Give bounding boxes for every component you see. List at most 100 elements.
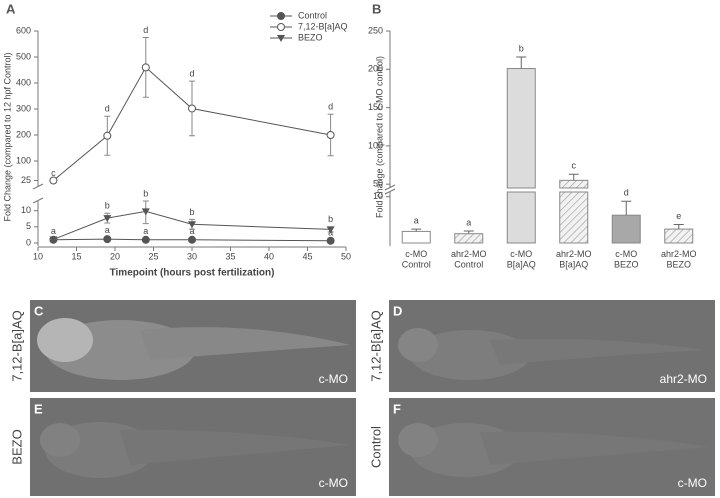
bar: [664, 228, 694, 244]
bar: [611, 214, 641, 244]
marker: [141, 208, 150, 216]
x-tick-label: c-MO BEZO: [614, 249, 639, 269]
bar: [559, 179, 589, 189]
y-tick-label: 100: [368, 140, 383, 150]
significance-letter: a: [105, 225, 110, 235]
legend-marker: [277, 35, 285, 42]
x-tick-label: 50: [341, 251, 351, 261]
marker: [326, 236, 335, 245]
marker: [49, 176, 58, 185]
marker: [326, 131, 335, 139]
significance-letter: d: [143, 25, 148, 35]
bar: [401, 230, 431, 244]
x-tick-label: ahr2-MO B[a]AQ: [556, 249, 592, 269]
error-bar: [463, 230, 474, 234]
side-label: BEZO: [9, 429, 24, 464]
legend-label: BEZO: [298, 32, 323, 42]
error-bar: [516, 56, 527, 69]
y-tick-label: 50: [373, 179, 383, 189]
image-panel: [30, 300, 356, 392]
significance-letter: c: [51, 168, 56, 178]
legend-marker: [277, 23, 285, 31]
y-tick-label: 400: [16, 77, 31, 87]
y-tick-label: 250: [368, 25, 383, 35]
corner-label: c-MO: [319, 372, 348, 386]
error-bar: [673, 223, 684, 230]
significance-letter: a: [143, 226, 148, 236]
significance-letter: a: [51, 226, 56, 236]
significance-letter: a: [466, 217, 471, 227]
legend-label: 7,12-B[a]AQ: [298, 21, 348, 31]
panel-label: A: [6, 1, 16, 16]
x-tick-label: 20: [110, 251, 120, 261]
panel-label: F: [393, 401, 401, 416]
error-bar: [568, 173, 579, 181]
panel-label: B: [372, 1, 381, 16]
y-axis-label: Fold change (compared to c-MO control): [374, 56, 384, 218]
significance-letter: b: [143, 188, 148, 198]
corner-label: c-MO: [678, 476, 707, 490]
significance-letter: d: [105, 104, 110, 114]
x-tick-label: 10: [33, 251, 43, 261]
x-tick-label: 30: [187, 251, 197, 261]
marker: [141, 63, 150, 72]
error-bar: [411, 228, 422, 232]
y-tick-label: 200: [368, 64, 383, 74]
y-tick-label: 10: [373, 191, 383, 201]
image-panel: [389, 398, 715, 496]
x-tick-label: 40: [264, 251, 274, 261]
y-tick-label: 10: [21, 205, 31, 215]
x-tick-label: 35: [225, 251, 235, 261]
axis-break: [32, 197, 44, 204]
side-label: 7,12-B[a]AQ: [9, 310, 24, 382]
image-panel: [30, 398, 356, 496]
side-label: 7,12-B[a]AQ: [368, 310, 383, 382]
marker: [188, 104, 196, 113]
y-tick-label: 100: [16, 155, 31, 165]
significance-letter: b: [189, 207, 194, 217]
y-tick-label: 5: [26, 221, 31, 231]
image-panel: [389, 300, 715, 392]
y-tick-label: 0: [26, 237, 31, 247]
y-tick-label: 500: [16, 51, 31, 61]
significance-letter: d: [624, 188, 629, 198]
significance-letter: b: [105, 201, 110, 211]
marker: [188, 221, 196, 229]
x-tick-label: ahr2-MO BEZO: [661, 249, 697, 269]
marker: [49, 236, 58, 244]
corner-label: c-MO: [319, 476, 348, 490]
bar: [506, 68, 536, 189]
y-axis-label: Fold Change (compared to 12 hpf Control): [2, 52, 12, 221]
marker: [103, 235, 112, 244]
legend-label: Control: [298, 10, 327, 20]
legend-marker: [277, 12, 285, 20]
significance-letter: b: [328, 214, 333, 224]
marker: [103, 131, 112, 140]
error-bar: [621, 200, 632, 216]
panel-label: C: [34, 303, 44, 318]
bar: [559, 191, 589, 244]
bar: [506, 191, 536, 244]
x-tick-label: c-MO B[a]AQ: [507, 249, 536, 269]
y-tick-label: 25: [21, 175, 31, 185]
significance-letter: d: [328, 102, 333, 112]
significance-letter: a: [414, 215, 419, 225]
x-tick-label: 15: [71, 251, 81, 261]
significance-letter: d: [189, 69, 194, 79]
y-tick-label: 600: [16, 25, 31, 35]
bar: [454, 233, 484, 244]
marker: [103, 215, 112, 223]
x-tick-label: c-MO Control: [402, 249, 431, 269]
marker: [326, 226, 335, 234]
panel-label: D: [393, 303, 402, 318]
x-axis-label: Timepoint (hours post fertilization): [110, 268, 275, 279]
y-tick-label: 300: [16, 103, 31, 113]
significance-letter: a: [189, 226, 194, 236]
corner-label: ahr2-MO: [660, 372, 707, 386]
y-tick-label: 200: [16, 129, 31, 139]
panel-label: E: [34, 401, 43, 416]
significance-letter: e: [676, 211, 681, 221]
significance-letter: c: [572, 161, 577, 171]
x-tick-label: 25: [148, 251, 158, 261]
